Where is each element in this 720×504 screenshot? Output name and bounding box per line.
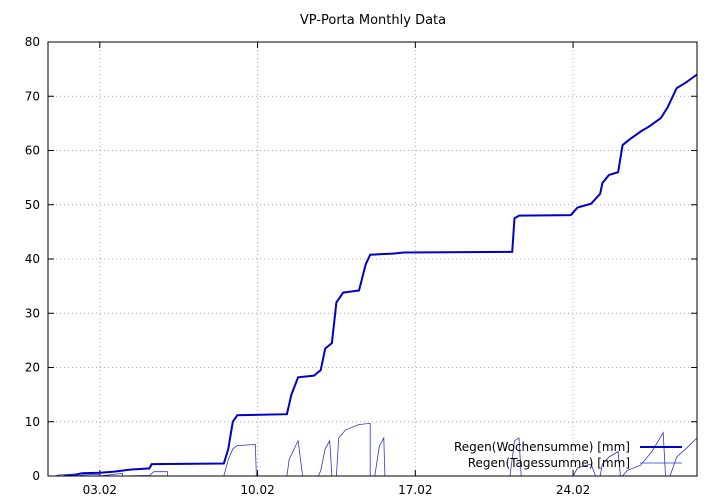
legend-label-tagessumme: Regen(Tagessumme) [mm] [468,456,630,470]
chart-title: VP-Porta Monthly Data [300,13,446,28]
x-tick-label: 10.02 [240,483,274,497]
x-tick-label: 17.02 [398,483,432,497]
y-tick-label: 20 [25,361,40,375]
axis-ticks: 0 10 20 30 40 50 60 70 80 03.02 10.02 17.02 24.02 [25,35,697,497]
legend: Regen(Wochensumme) [mm] Regen(Tagessumme… [454,440,682,470]
legend-label-wochensumme: Regen(Wochensumme) [mm] [454,440,630,454]
y-tick-label: 30 [25,306,40,320]
series-lines [54,73,698,477]
x-tick-label: 24.02 [556,483,590,497]
y-tick-label: 80 [25,35,40,49]
y-tick-label: 60 [25,144,40,158]
y-tick-label: 10 [25,415,40,429]
y-tick-label: 50 [25,198,40,212]
y-tick-label: 70 [25,89,40,103]
series-line-wochensumme [63,73,698,477]
grid [48,42,697,476]
y-tick-label: 40 [25,252,40,266]
x-tick-label: 03.02 [83,483,117,497]
plot-frame [47,41,698,477]
series-line-tagessumme [54,422,698,477]
y-tick-label: 0 [32,469,40,483]
